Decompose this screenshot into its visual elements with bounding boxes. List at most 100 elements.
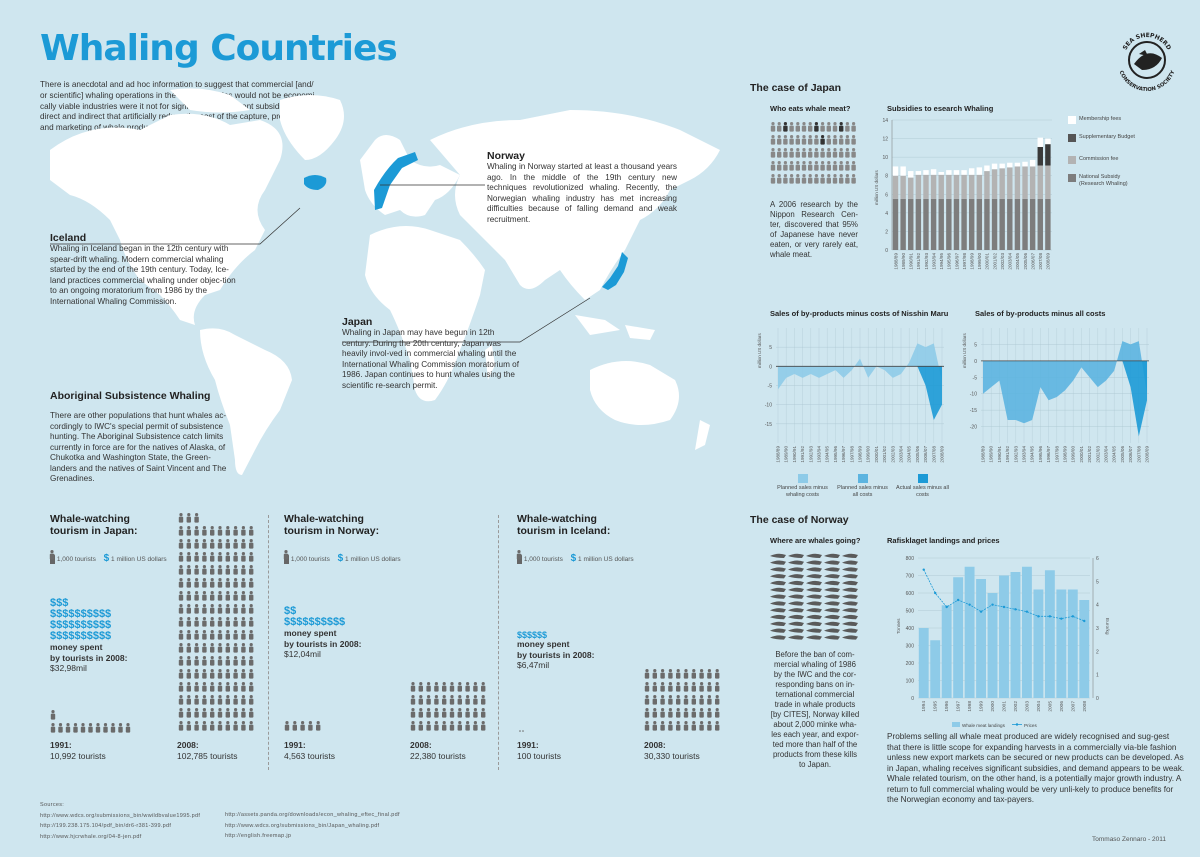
eater-icon xyxy=(789,148,794,158)
person-head xyxy=(852,161,856,165)
legend-dollars-label: 1 million US dollars xyxy=(111,556,167,563)
person-head xyxy=(653,708,657,712)
tourist-icon xyxy=(186,552,191,562)
tourist-icon xyxy=(241,695,246,705)
person-head xyxy=(179,643,183,647)
whale-icon xyxy=(788,580,804,586)
source-link[interactable]: http://www.wdcs.org/submissions_bin/Japa… xyxy=(225,822,380,829)
tourist-icon xyxy=(300,721,305,731)
eater-icon xyxy=(801,161,807,171)
person-body xyxy=(839,138,844,145)
tourist-icon xyxy=(225,617,230,627)
person-head xyxy=(668,708,673,712)
source-link[interactable]: http://199.238.175.104/pdf_bin/dr6-r381-… xyxy=(40,823,172,829)
eater-icon xyxy=(845,148,850,158)
person-body xyxy=(194,607,199,614)
person-head xyxy=(126,723,130,727)
person-body xyxy=(851,138,856,145)
bar-segment xyxy=(984,165,990,172)
person-head xyxy=(715,695,719,699)
legend-dollars-label: 1 million US dollars xyxy=(345,556,401,563)
eater-icon xyxy=(845,122,850,132)
person-body xyxy=(178,529,184,536)
person-body xyxy=(210,685,215,692)
bar-segment xyxy=(961,170,967,175)
legend-swatch-landings xyxy=(952,722,960,727)
eater-icon xyxy=(826,161,831,171)
sales1-heading: Sales of by-products minus costs of Niss… xyxy=(770,309,949,318)
eater-icon xyxy=(832,148,838,158)
person-head xyxy=(653,721,657,725)
tourist-icon xyxy=(217,630,223,640)
whale-icon xyxy=(788,553,804,558)
person-body xyxy=(249,542,254,549)
person-head xyxy=(852,148,856,152)
tourist-icon xyxy=(434,708,439,718)
person-body xyxy=(783,177,788,184)
person-head xyxy=(434,682,438,686)
source-link[interactable]: http://www.hjcrwhale.org/04-8-jen.pdf xyxy=(40,833,142,840)
person-body xyxy=(225,568,230,575)
tourist-icon xyxy=(481,708,486,718)
person-body xyxy=(233,594,238,601)
person-head xyxy=(226,578,230,582)
person-body xyxy=(783,138,788,145)
whale-icon xyxy=(824,580,840,586)
person-head xyxy=(442,708,446,712)
tourist-icon xyxy=(178,643,184,653)
source-link[interactable]: http://www.wdcs.org/submissions_bin/wwil… xyxy=(40,812,201,819)
tourist-icon xyxy=(426,695,431,705)
person-body xyxy=(233,620,238,627)
tourist-icon xyxy=(715,682,720,692)
person-head xyxy=(187,643,191,647)
person-body xyxy=(233,529,238,536)
person-body xyxy=(249,659,254,666)
tourist-icon xyxy=(217,721,223,731)
person-body xyxy=(178,542,184,549)
bar-segment xyxy=(1045,165,1051,199)
world-map xyxy=(50,88,720,475)
sea-shepherd-logo: SEA SHEPHERD CONSERVATION SOCIETY xyxy=(1118,32,1177,93)
person-head xyxy=(187,695,191,699)
source-link[interactable]: http://assets.panda.org/downloads/econ_w… xyxy=(225,812,400,818)
tourist-icon xyxy=(202,669,207,679)
tourist-icon xyxy=(217,526,223,536)
person-head xyxy=(473,695,477,699)
person-body xyxy=(178,594,184,601)
person-head xyxy=(195,721,199,725)
tourist-icon xyxy=(186,591,191,601)
person-head xyxy=(707,721,712,725)
tourist-icon xyxy=(473,721,478,731)
bar-segment xyxy=(1022,166,1028,199)
whale-icon xyxy=(806,601,822,606)
person-head xyxy=(450,708,454,712)
person-body xyxy=(699,724,704,731)
tourist-icon xyxy=(178,721,184,731)
person-head xyxy=(700,669,704,673)
person-body xyxy=(178,685,184,692)
tourist-icon xyxy=(644,708,650,718)
x-tick-label: 1998/99 xyxy=(858,446,863,463)
indonesia-shape xyxy=(575,315,655,340)
person-head xyxy=(802,174,806,178)
person-body xyxy=(202,594,207,601)
eater-icon xyxy=(770,161,776,171)
source-link[interactable]: http://english.freemap.jp xyxy=(225,833,292,839)
person-head xyxy=(661,708,665,712)
tourist-icon xyxy=(457,721,462,731)
person-head xyxy=(692,682,696,686)
person-body xyxy=(178,646,184,653)
person-body xyxy=(426,724,431,731)
tourist-icon xyxy=(434,682,439,692)
bar-segment xyxy=(1029,198,1036,250)
person-head xyxy=(187,591,191,595)
person-body xyxy=(789,164,794,171)
y2-tick-label: 2 xyxy=(1096,649,1099,655)
tourist-icon xyxy=(249,682,254,692)
whale-icon xyxy=(806,608,822,613)
tourist-icon xyxy=(233,604,238,614)
tourist-icon xyxy=(233,565,238,575)
eater-icon xyxy=(783,135,788,145)
legend-point-prices xyxy=(1015,723,1019,726)
person-body xyxy=(839,125,844,132)
